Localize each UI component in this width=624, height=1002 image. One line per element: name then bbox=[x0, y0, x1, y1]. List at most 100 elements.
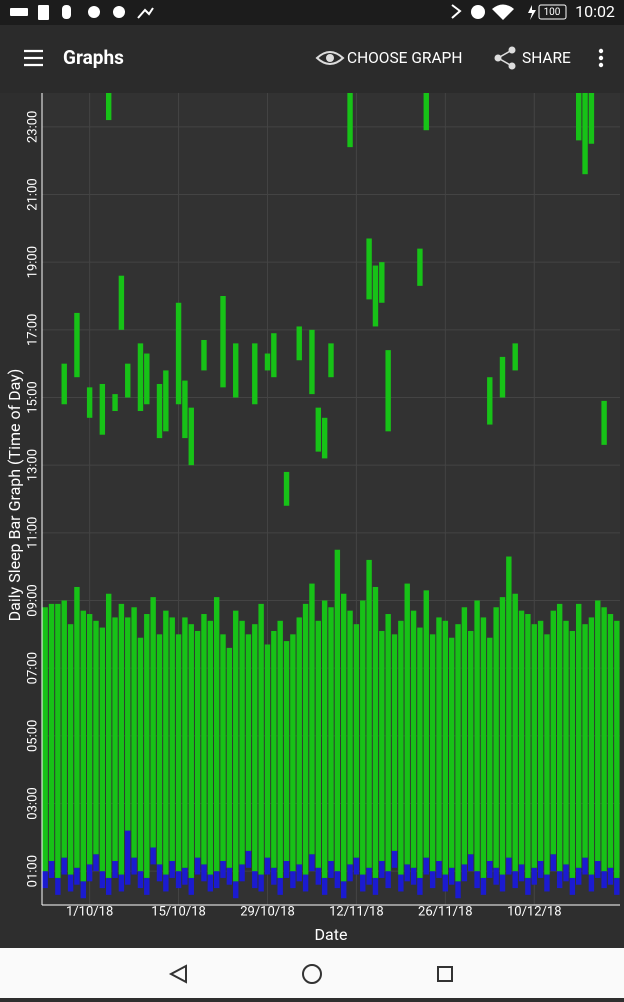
sleep-bar bbox=[163, 610, 169, 875]
nap-bar bbox=[487, 377, 493, 425]
sleep-bar bbox=[385, 614, 391, 872]
onset-segment bbox=[55, 877, 61, 895]
onset-segment bbox=[588, 874, 595, 892]
y-tick-label: 05:00 bbox=[25, 720, 40, 752]
sleep-bar bbox=[315, 620, 321, 868]
onset-segment bbox=[48, 861, 55, 878]
onset-segment bbox=[550, 854, 557, 872]
x-tick-label: 1/10/18 bbox=[66, 904, 113, 919]
onset-segment bbox=[576, 867, 582, 885]
sleep-bar bbox=[607, 614, 614, 868]
onset-segment bbox=[93, 854, 99, 872]
onset-segment bbox=[468, 854, 474, 872]
choose-graph-button[interactable]: CHOOSE GRAPH bbox=[315, 49, 462, 67]
onset-segment bbox=[137, 871, 144, 889]
onset-segment bbox=[569, 877, 576, 895]
sleep-bar bbox=[588, 617, 595, 875]
nap-bar bbox=[315, 407, 321, 452]
choose-graph-label[interactable]: CHOOSE GRAPH bbox=[347, 49, 462, 67]
onset-segment bbox=[258, 874, 264, 892]
nap-bar bbox=[188, 407, 194, 466]
sleep-bar bbox=[245, 634, 252, 851]
y-axis-title: Daily Sleep Bar Graph (Time of Day) bbox=[5, 369, 24, 622]
onset-segment bbox=[474, 871, 480, 889]
onset-segment bbox=[556, 871, 563, 889]
onset-segment bbox=[601, 871, 607, 889]
onset-segment bbox=[391, 850, 398, 868]
y-tick-label: 13:00 bbox=[25, 449, 40, 481]
onset-segment bbox=[480, 877, 487, 895]
onset-segment bbox=[99, 871, 106, 889]
onset-segment bbox=[302, 874, 309, 892]
onset-segment bbox=[493, 867, 499, 885]
x-axis-title: Date bbox=[315, 925, 348, 944]
x-tick-label: 15/10/18 bbox=[151, 904, 206, 919]
sleep-bar bbox=[550, 610, 557, 855]
onset-segment bbox=[544, 874, 550, 892]
sleep-bar bbox=[277, 620, 283, 878]
x-tick-label: 12/11/18 bbox=[329, 904, 384, 919]
onset-segment bbox=[150, 847, 156, 865]
y-tick-label: 15:00 bbox=[25, 381, 40, 413]
sleep-bar bbox=[506, 556, 512, 858]
sleep-bar bbox=[436, 617, 442, 862]
y-tick-label: 09:00 bbox=[25, 584, 40, 616]
sleep-bar bbox=[614, 620, 620, 878]
recents-button[interactable] bbox=[437, 966, 453, 982]
sleep-bar bbox=[531, 624, 537, 868]
sleep-bar bbox=[112, 617, 118, 862]
sleep-bar bbox=[353, 624, 360, 858]
sleep-bar bbox=[423, 590, 429, 858]
sleep-bar bbox=[404, 583, 410, 865]
nap-bar bbox=[321, 417, 328, 459]
sleep-bar bbox=[525, 614, 531, 878]
share-button[interactable]: SHARE bbox=[494, 46, 572, 70]
sleep-bar bbox=[201, 614, 207, 865]
menu-button[interactable] bbox=[24, 49, 43, 67]
onset-segment bbox=[61, 857, 67, 875]
onset-segment bbox=[429, 871, 436, 889]
sleep-bar bbox=[360, 600, 366, 875]
nav-bar bbox=[0, 948, 624, 998]
onset-segment bbox=[417, 877, 423, 895]
sleep-bar bbox=[105, 593, 112, 878]
onset-segment bbox=[118, 874, 125, 892]
onset-segment bbox=[385, 871, 391, 889]
home-button[interactable] bbox=[302, 964, 322, 984]
share-label[interactable]: SHARE bbox=[522, 49, 571, 67]
y-tick-label: 17:00 bbox=[25, 314, 40, 346]
sleep-bar bbox=[290, 634, 296, 872]
onset-segment bbox=[169, 861, 175, 878]
back-button[interactable] bbox=[168, 964, 187, 984]
sleep-bar bbox=[601, 607, 607, 872]
onset-segment bbox=[201, 864, 207, 882]
onset-segment bbox=[163, 874, 169, 892]
sleep-bar bbox=[556, 603, 563, 872]
onset-segment bbox=[595, 861, 601, 878]
onset-segment bbox=[80, 881, 86, 899]
nap-bar bbox=[582, 93, 588, 175]
onset-segment bbox=[105, 877, 112, 895]
onset-segment bbox=[328, 861, 334, 878]
sleep-bar bbox=[194, 630, 201, 858]
sleep-bar bbox=[131, 607, 137, 858]
sleep-bar bbox=[569, 630, 576, 878]
onset-segment bbox=[499, 874, 506, 892]
nap-bar bbox=[423, 93, 429, 131]
nap-bar bbox=[283, 471, 290, 506]
overflow-menu[interactable] bbox=[598, 48, 604, 68]
sleep-bar bbox=[226, 647, 233, 868]
sleep-bar bbox=[42, 607, 48, 872]
sleep-bar bbox=[582, 624, 588, 858]
nap-bar bbox=[220, 296, 226, 388]
y-tick-label: 03:00 bbox=[25, 787, 40, 819]
onset-segment bbox=[614, 877, 620, 895]
x-tick-label: 10/12/18 bbox=[507, 904, 562, 919]
onset-segment bbox=[531, 867, 537, 885]
plot bbox=[41, 93, 620, 906]
sleep-bar bbox=[188, 624, 194, 878]
onset-segment bbox=[582, 857, 588, 875]
sleep-bar bbox=[258, 603, 264, 875]
onset-segment bbox=[296, 864, 302, 882]
sleep-bar bbox=[595, 600, 601, 862]
